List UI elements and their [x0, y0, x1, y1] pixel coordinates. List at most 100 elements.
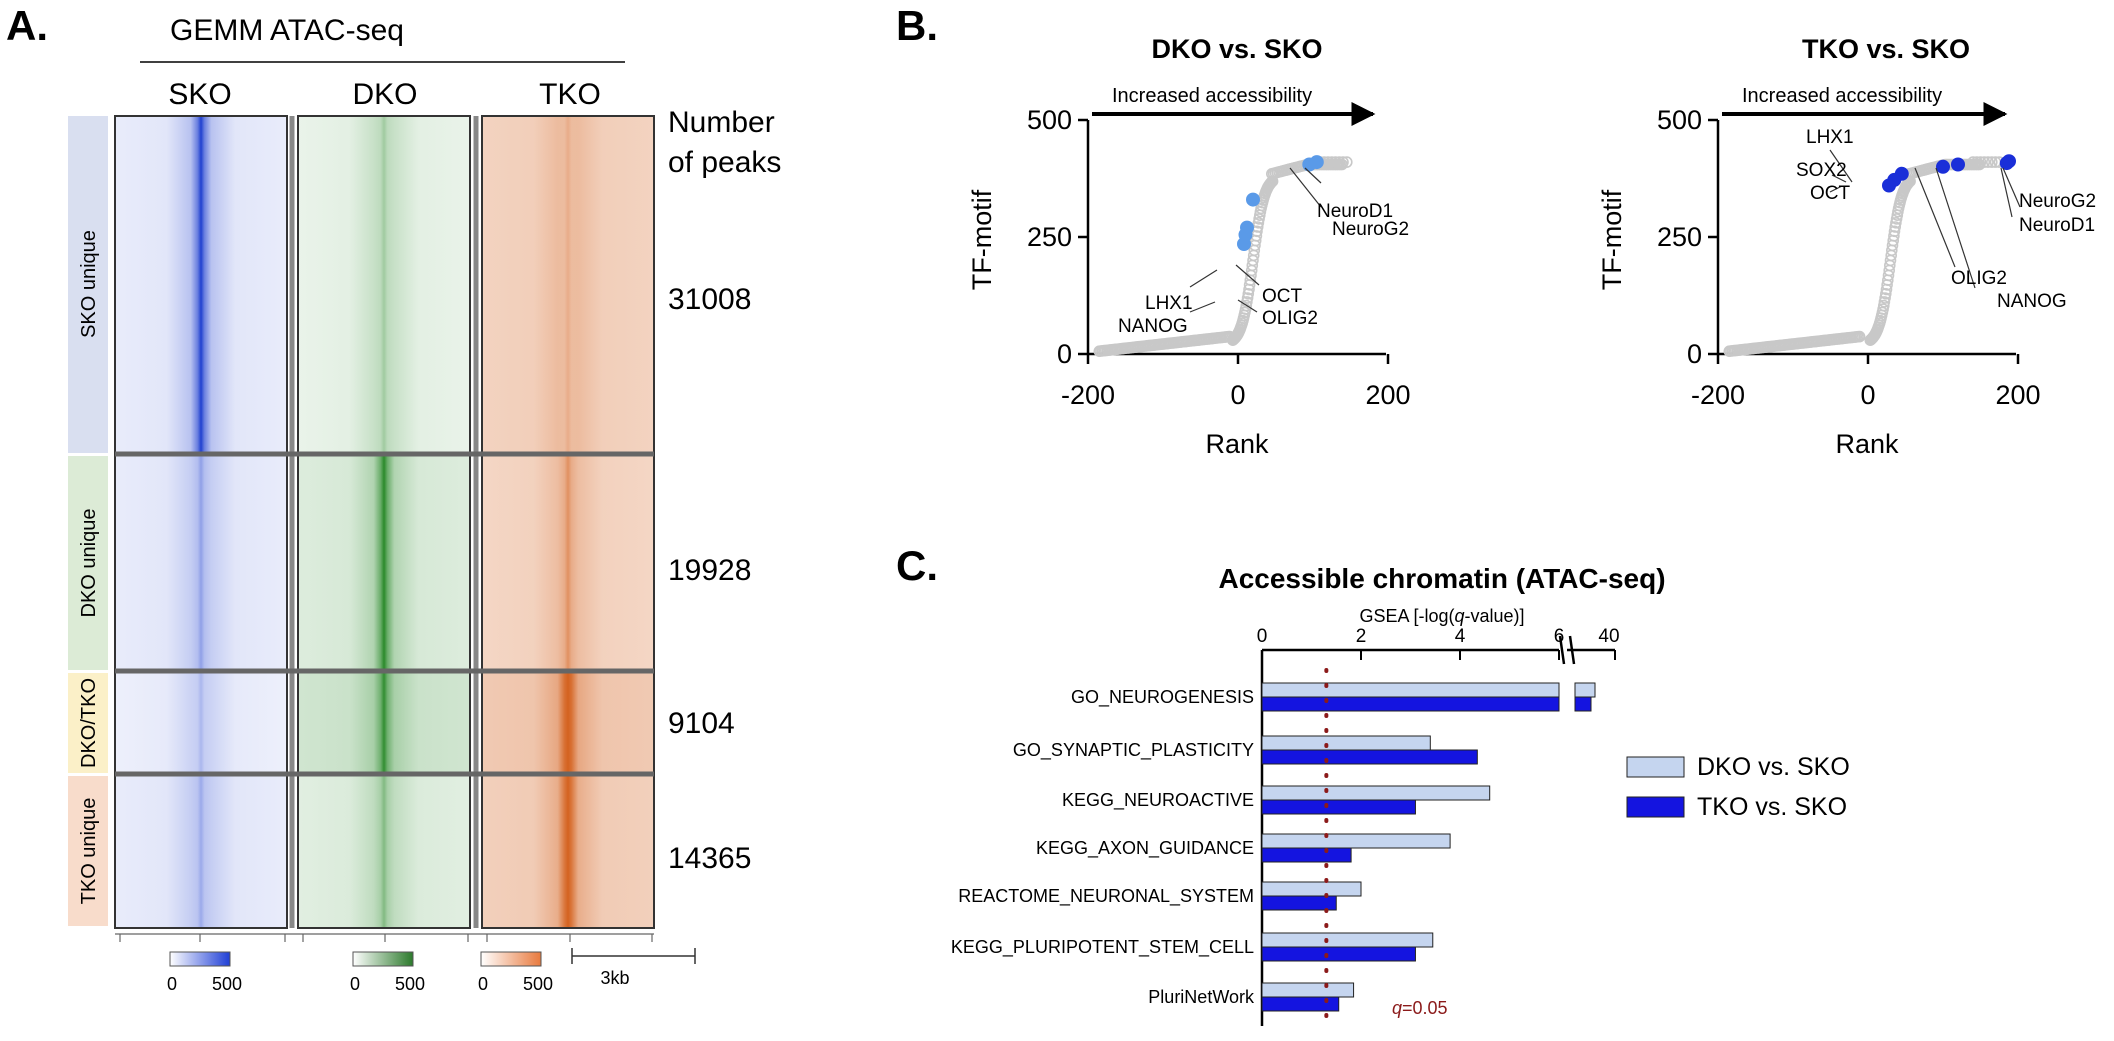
y-tick-label-dko-500: 500 — [1027, 105, 1072, 135]
threshold-label: q=0.05 — [1392, 998, 1448, 1018]
colorbar-dko-min: 0 — [350, 974, 360, 994]
category-label-kegg-neuroactive: KEGG_NEUROACTIVE — [1062, 790, 1254, 811]
heatmap-cell-sko-3 — [115, 774, 287, 928]
bar-dko-reactome-neuronal-system — [1261, 881, 1362, 897]
points-dko — [1093, 155, 1353, 358]
group-label-dko-tko: DKO/TKO — [78, 678, 100, 768]
highlight-point-nanog-dko — [1238, 227, 1253, 242]
background-motif-point — [1974, 156, 1987, 168]
bar-x-tick-label-0: 0 — [1257, 626, 1268, 647]
highlight-point-neurod1-dko — [1302, 157, 1317, 172]
leader-lines-dko — [1189, 167, 1322, 313]
annotation-nanog-tko: NANOG — [1997, 291, 2067, 312]
arrow-label-tko: Increased accessibility — [1742, 85, 1942, 107]
bar-tko-go-synaptic-plasticity — [1261, 749, 1478, 765]
heatmap-grid — [115, 116, 654, 928]
column-label-sko: SKO — [168, 78, 231, 111]
y-tick-label-tko-0: 0 — [1687, 339, 1702, 369]
annotation-lhx1-dko: LHX1 — [1145, 293, 1193, 314]
colorbar-sko-max: 500 — [212, 974, 242, 994]
scatter-title-tko: TKO vs. SKO — [1802, 34, 1970, 64]
annotation-nanog-dko: NANOG — [1118, 316, 1188, 337]
bar-dko-kegg-neuroactive — [1261, 785, 1491, 801]
y-axis-label-tko: TF-motif — [1597, 189, 1627, 290]
background-motif-point — [1880, 287, 1892, 300]
background-motif-point — [1879, 292, 1891, 304]
category-label-plurinetwork: PluriNetWork — [1148, 987, 1255, 1007]
peaks-header-line1: Number — [668, 106, 775, 139]
heatmap-x-axis — [115, 933, 654, 942]
background-motif-point — [1326, 156, 1338, 168]
heatmap-cell-dko-2 — [298, 671, 470, 774]
peaks-header-line2: of peaks — [668, 146, 781, 179]
legend-swatch-tko — [1626, 796, 1685, 818]
legend-label-dko: DKO vs. SKO — [1697, 753, 1850, 781]
background-motif-point — [1853, 330, 1866, 343]
heatmap-frame-sko — [114, 115, 288, 929]
colorbar-tko-min: 0 — [478, 974, 488, 994]
category-label-reactome-neuronal-system: REACTOME_NEURONAL_SYSTEM — [958, 886, 1254, 907]
peak-count-sko-unique: 31008 — [668, 283, 751, 316]
background-motif-point — [1878, 296, 1891, 308]
x-tick-label-tko-0: 0 — [1860, 380, 1875, 410]
peak-count-dko-unique: 19928 — [668, 554, 751, 587]
bar-x-tick-label-2: 2 — [1356, 626, 1367, 647]
group-bar-dko-unique — [68, 456, 108, 670]
x-tick-label-dko--200: -200 — [1061, 380, 1115, 410]
annotation-oct-tko: OCT — [1810, 183, 1851, 204]
heatmap-cell-sko-0 — [115, 116, 287, 454]
background-motif-point — [1337, 156, 1349, 168]
heatmap-cell-sko-1 — [115, 454, 287, 671]
bar-tko-go-neurogenesis — [1261, 696, 1560, 712]
heatmap-cell-tko-0 — [482, 116, 654, 454]
annotation-neurog2-tko: NeuroG2 — [2019, 191, 2096, 212]
background-motif-point — [1978, 156, 1991, 168]
heatmap-cell-sko-2 — [115, 671, 287, 774]
bar-chart-axis-label: GSEA [-log(q-value)] — [1359, 606, 1524, 626]
peak-count-tko-unique: 14365 — [668, 842, 751, 875]
highlight-point-nanog-tko — [1951, 157, 1965, 172]
bar-tko-kegg-pluripotent-stem-cell — [1261, 946, 1416, 962]
points-tko — [1723, 154, 2016, 358]
colorbar-sko-min: 0 — [167, 974, 177, 994]
annotation-neurod1-dko: NeuroD1 — [1317, 201, 1393, 222]
x-tick-label-tko--200: -200 — [1691, 380, 1745, 410]
bar-tko-go-neurogenesis-continued — [1574, 696, 1592, 712]
panel-a-header: GEMM ATAC-seq — [170, 14, 404, 47]
heatmap-cell-tko-1 — [482, 454, 654, 671]
category-label-kegg-axon-guidance: KEGG_AXON_GUIDANCE — [1036, 838, 1254, 859]
peak-count-dko-tko: 9104 — [668, 707, 735, 740]
x-tick-label-dko-0: 0 — [1230, 380, 1245, 410]
scale-bar-label: 3kb — [600, 968, 629, 988]
bar-tko-kegg-neuroactive — [1261, 799, 1416, 815]
background-motif-point — [1341, 156, 1353, 168]
column-label-dko: DKO — [352, 78, 417, 111]
group-label-tko-unique: TKO unique — [78, 798, 100, 905]
colorbar-dko-max: 500 — [395, 974, 425, 994]
panel-c: C. Accessible chromatin (ATAC-seq) GSEA … — [896, 542, 1850, 1026]
annotation-lhx1-tko: LHX1 — [1806, 127, 1854, 148]
y-tick-label-dko-250: 250 — [1027, 222, 1072, 252]
axis-break-mark-left — [1558, 635, 1566, 665]
heatmap-cell-tko-3 — [482, 774, 654, 928]
colorbar-tko — [480, 951, 542, 967]
group-bar-tko-unique — [68, 776, 108, 926]
heatmap-cell-dko-3 — [298, 774, 470, 928]
leader-lines-tko — [1829, 149, 2021, 289]
scatter-plot-tko: TKO vs. SKO Increased accessibility TF-m… — [1597, 34, 2096, 459]
panel-b: B. DKO vs. SKO Increased accessibility T… — [896, 2, 2096, 459]
bar-dko-kegg-pluripotent-stem-cell — [1261, 932, 1434, 948]
arrow-label-dko: Increased accessibility — [1112, 85, 1312, 107]
background-motif-point — [1333, 156, 1346, 168]
group-bar-dko-tko — [68, 673, 108, 773]
annotation-neurod1-tko: NeuroD1 — [2019, 215, 2095, 236]
background-motif-point — [1329, 156, 1342, 168]
highlight-point-olig2-tko — [1936, 159, 1950, 174]
category-label-go-synaptic-plasticity: GO_SYNAPTIC_PLASTICITY — [1013, 740, 1254, 761]
background-motif-point — [1888, 230, 1900, 242]
annotation-sox2-tko: SOX2 — [1796, 160, 1847, 181]
bar-chart-bars — [1261, 668, 1596, 1020]
group-label-sko-unique: SKO unique — [78, 230, 100, 338]
highlight-point-oct-dko — [1246, 192, 1260, 207]
